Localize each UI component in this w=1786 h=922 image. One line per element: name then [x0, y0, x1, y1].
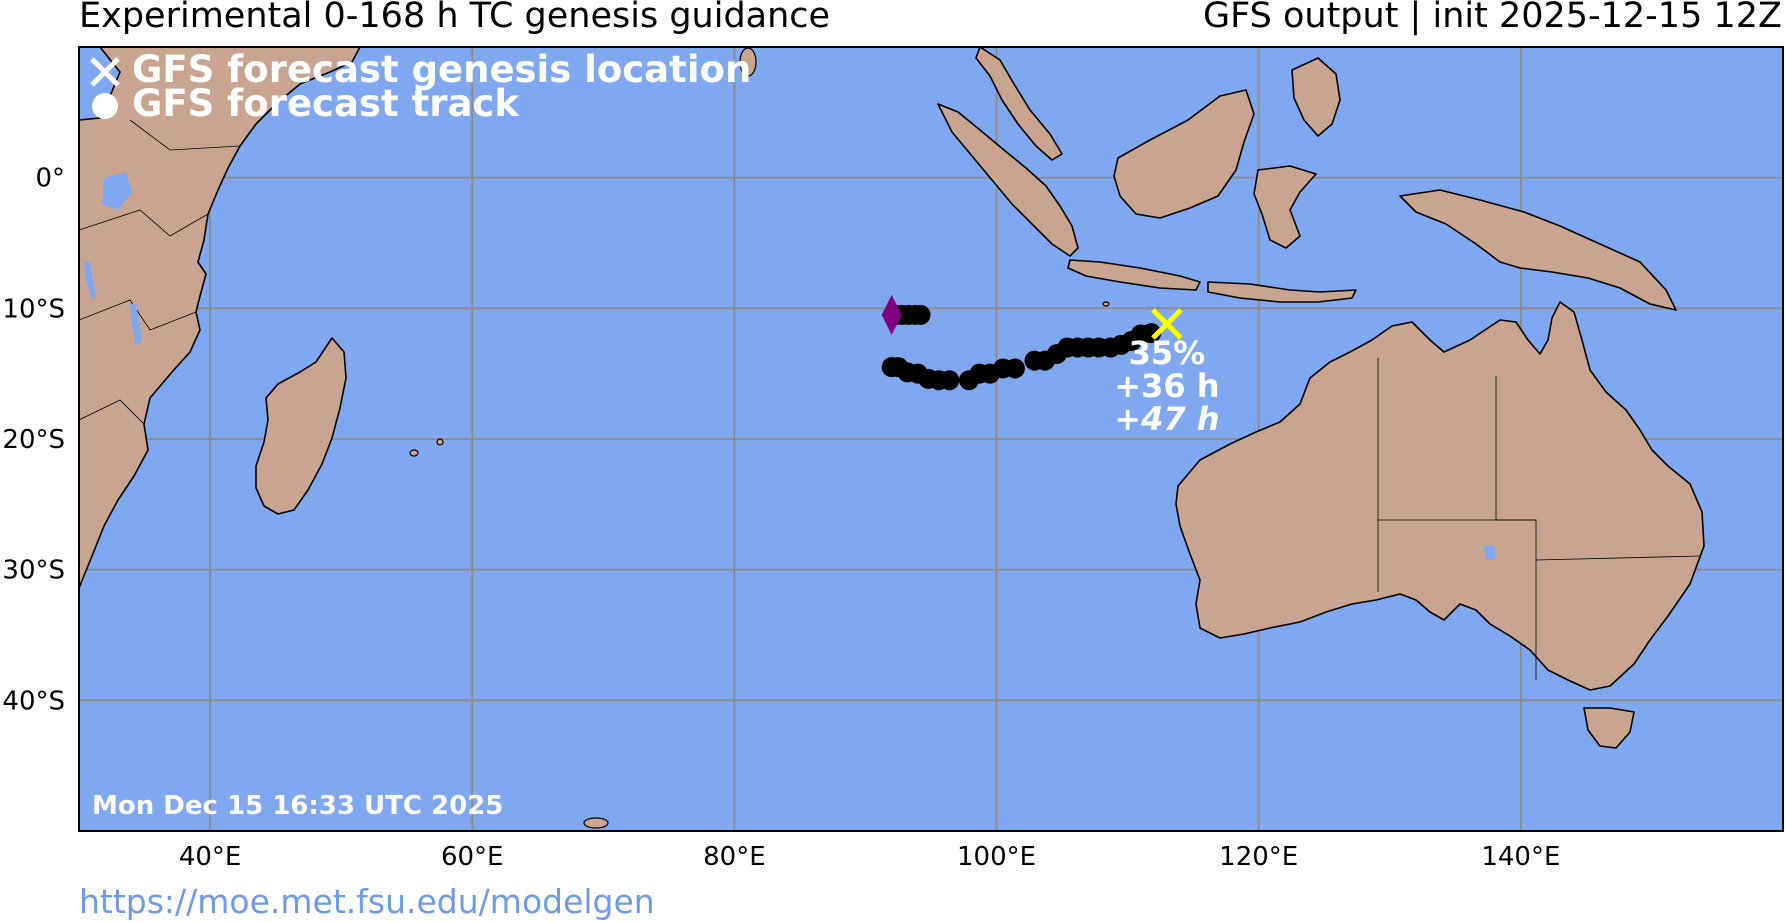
track-point: [939, 370, 960, 391]
lake-eyre: [1484, 546, 1496, 560]
genesis-probability-label: 35%: [1129, 334, 1206, 372]
genesis-x-marker: [1151, 308, 1183, 340]
latitude-tick-label: 0°: [35, 164, 65, 194]
latitude-labels: 0° 10°S 20°S 30°S 40°S: [2, 164, 65, 717]
java: [1067, 259, 1201, 291]
lake-victoria: [102, 172, 132, 210]
island-reunion: [409, 449, 419, 457]
model-init-title: GFS output | init 2025-12-15 12Z: [1203, 0, 1782, 36]
borneo: [1113, 89, 1255, 219]
longitude-labels: 40°E 60°E 80°E 100°E 120°E 140°E: [179, 842, 1561, 872]
track-point: [1004, 358, 1025, 379]
track-legend-dot-icon: [92, 93, 118, 119]
latitude-tick-label: 30°S: [2, 556, 65, 586]
longitude-tick-label: 120°E: [1219, 842, 1298, 872]
australia-state-border-3: [1495, 376, 1537, 680]
track-point: [910, 304, 931, 325]
longitude-tick-label: 100°E: [957, 842, 1036, 872]
longitude-tick-label: 140°E: [1481, 842, 1560, 872]
longitude-tick-label: 40°E: [179, 842, 242, 872]
sulawesi: [1253, 165, 1317, 249]
internal-borders: [79, 119, 1701, 680]
map-frame: [78, 46, 1784, 832]
africa-country-border-4: [129, 119, 241, 151]
lake-malawi: [130, 304, 142, 346]
legend-track-label: GFS forecast track: [132, 82, 520, 125]
philippines: [1291, 57, 1341, 137]
longitude-tick-label: 80°E: [703, 842, 766, 872]
malay-peninsula: [975, 47, 1063, 161]
africa-country-border-1: [79, 209, 209, 237]
source-url-link[interactable]: https://moe.met.fsu.edu/modelgen: [79, 882, 655, 921]
madagascar: [255, 337, 347, 515]
australia-state-border-4: [1535, 555, 1701, 561]
genesis-time-label-italic: +47 h: [1114, 400, 1219, 438]
australia: [1175, 301, 1705, 691]
latitude-tick-label: 10°S: [2, 294, 65, 324]
africa-country-border-2: [79, 299, 197, 331]
page-title: Experimental 0-168 h TC genesis guidance: [79, 0, 831, 36]
genesis-annotation: 35% +36 h +47 h: [1114, 334, 1219, 438]
genesis-time-label: +36 h: [1114, 367, 1219, 405]
lake-tanganyika: [84, 262, 96, 300]
sumatra: [937, 103, 1079, 257]
tasmania: [1583, 707, 1635, 749]
longitude-tick-label: 60°E: [441, 842, 504, 872]
forecast-track: [881, 304, 1162, 391]
island-kerguelen: [583, 817, 609, 829]
landmasses: [79, 47, 1705, 749]
genesis-legend-x-icon: [90, 57, 120, 87]
legend-genesis-label: GFS forecast genesis location: [132, 48, 751, 91]
track-start-diamond: [881, 294, 902, 335]
africa-landmass: [79, 47, 361, 589]
legend: GFS forecast genesis location GFS foreca…: [90, 48, 751, 125]
lesser-sunda-islands: [1207, 281, 1357, 303]
timestamp-label: Mon Dec 15 16:33 UTC 2025: [92, 791, 503, 821]
island-mauritius: [436, 438, 444, 446]
island-christmas: [1102, 301, 1110, 307]
lakes: [84, 172, 1496, 560]
latitude-tick-label: 40°S: [2, 686, 65, 716]
africa-country-border-3: [79, 399, 145, 425]
latitude-tick-label: 20°S: [2, 425, 65, 455]
new-guinea: [1399, 189, 1677, 311]
